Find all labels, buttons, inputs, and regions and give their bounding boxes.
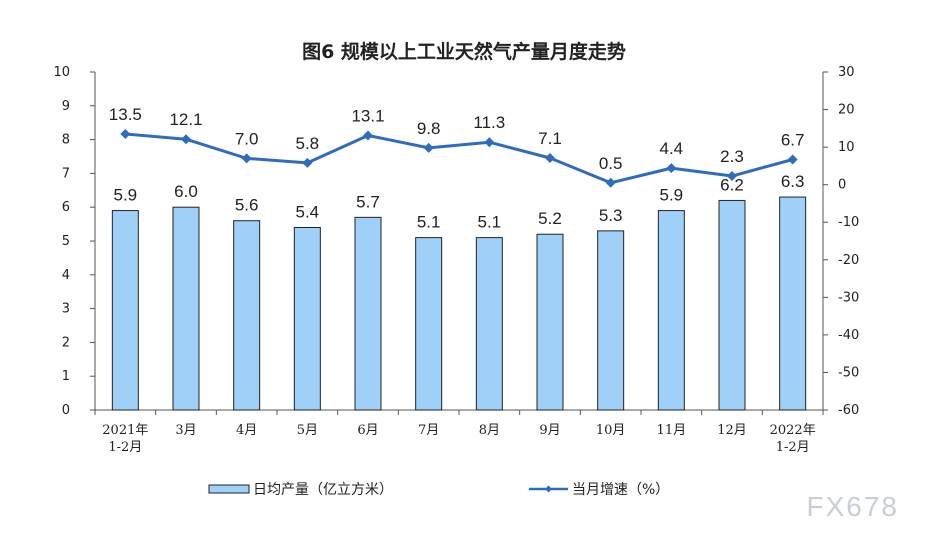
growth-line [125, 132, 794, 185]
bar-value-label: 5.7 [356, 192, 380, 211]
legend: 日均产量（亿立方米） 当月增速（%） [208, 482, 669, 498]
bar-value-label: 5.9 [660, 186, 684, 205]
legend-line-label: 当月增速（%） [572, 482, 669, 498]
y-left-tick-label: 7 [62, 166, 70, 181]
line-value-label: 13.5 [109, 105, 142, 124]
x-tick-label: 7月 [418, 423, 439, 438]
bar-series [111, 196, 807, 411]
x-tick-label: 3月 [175, 423, 196, 438]
y-left-tick-label: 9 [62, 99, 70, 114]
y-right-tick-label: 0 [838, 178, 846, 193]
line-value-label: 4.4 [660, 139, 684, 158]
line-value-label: 9.8 [417, 119, 441, 138]
watermark: FX678 [807, 491, 900, 522]
y-left-tick-label: 6 [62, 200, 70, 215]
y-left-tick-label: 2 [62, 335, 70, 350]
line-point [545, 153, 555, 164]
bar [293, 226, 321, 411]
line-point [241, 153, 252, 164]
bar [597, 230, 625, 411]
bar-value-label: 5.2 [538, 209, 562, 228]
line-point [302, 157, 313, 168]
y-left-tick-label: 1 [62, 369, 70, 384]
line-labels: 13.5 12.1 7.0 5.8 13.1 9.8 11.3 7.1 0.5 4.4 2.3 6.7 [109, 105, 805, 173]
bar-value-label: 5.9 [114, 186, 138, 205]
line-point [666, 163, 677, 174]
line-point [181, 134, 191, 145]
line-point [605, 177, 616, 188]
x-tick-label: 4月 [236, 423, 257, 438]
y-right-tick-label: -50 [838, 365, 859, 380]
line-value-label: 2.3 [720, 147, 744, 166]
bar [475, 237, 503, 411]
line-series [120, 128, 798, 188]
x-tick-label: 2021年 1-2月 [102, 423, 148, 455]
y-left-tick-label: 0 [62, 403, 70, 418]
y-right-tick-label: -30 [838, 290, 859, 305]
x-tick-label: 8月 [479, 423, 500, 438]
bar-value-label: 5.3 [599, 206, 623, 225]
legend-bar-label: 日均产量（亿立方米） [253, 482, 393, 498]
x-tick-label: 10月 [596, 423, 626, 438]
axes: 0 1 2 3 4 5 6 7 8 9 10 -60 -50 -40 -30 -20 -10 0 10 20 30 [53, 65, 859, 418]
bar-value-label: 6.2 [720, 175, 744, 194]
line-value-label: 13.1 [351, 106, 384, 125]
x-tick-label: 12月 [717, 423, 747, 438]
bar-value-label: 6.3 [781, 172, 805, 191]
y-right-tick-label: -60 [838, 403, 859, 418]
line-point [484, 137, 495, 148]
x-tick-label: 11月 [657, 423, 687, 438]
y-right-tick-label: -10 [838, 215, 859, 230]
bar [657, 210, 685, 411]
line-point [120, 128, 131, 139]
y-right-tick-label: -40 [838, 328, 859, 343]
line-point [787, 154, 798, 165]
y-left-tick-label: 4 [62, 268, 70, 283]
bar [536, 233, 564, 411]
line-point [423, 142, 434, 153]
bar [354, 216, 382, 411]
bar [718, 199, 746, 411]
bar-value-label: 5.1 [478, 213, 502, 232]
line-value-label: 11.3 [473, 113, 505, 132]
x-tick-labels: 2021年 1-2月 3月 4月 5月 6月 7月 8月 9月 10月 11月 12月 2022年 1-2… [102, 423, 815, 455]
line-value-label: 12.1 [169, 110, 202, 129]
legend-line-marker [545, 485, 552, 493]
line-value-label: 0.5 [599, 154, 623, 173]
line-point [363, 130, 373, 141]
chart-title: 图6 规模以上工业天然气产量月度走势 [302, 40, 626, 63]
y-right-tick-label: 10 [838, 140, 855, 155]
bar [233, 220, 261, 411]
line-point [727, 171, 737, 182]
bar [172, 206, 200, 411]
y-left-tick-label: 3 [62, 302, 70, 317]
line-value-label: 5.8 [296, 134, 320, 153]
x-tick-label: 6月 [357, 423, 378, 438]
bar-value-label: 5.6 [235, 196, 259, 215]
y-left-tick-label: 8 [62, 133, 70, 148]
bar [111, 210, 139, 411]
y-left-tick-label: 5 [62, 234, 70, 249]
x-tick-label: 2022年 1-2月 [770, 423, 816, 455]
legend-bar-swatch [208, 484, 250, 494]
bar [779, 196, 807, 411]
y-right-tick-label: 30 [838, 65, 855, 80]
line-value-label: 7.0 [235, 129, 259, 148]
y-right-tick-label: 20 [838, 103, 855, 118]
y-left-tick-label: 10 [53, 65, 70, 80]
bar-labels: 5.9 6.0 5.6 5.4 5.7 5.1 5.1 5.2 5.3 5.9 6.2 6.3 [114, 172, 805, 232]
bar-value-label: 5.4 [296, 202, 320, 221]
bar-value-label: 5.1 [417, 213, 441, 232]
bar [415, 237, 443, 411]
x-tick-label: 9月 [539, 423, 560, 438]
line-value-label: 6.7 [781, 131, 805, 150]
bar-value-label: 6.0 [174, 182, 198, 201]
x-tick-label: 5月 [297, 423, 318, 438]
y-right-tick-label: -20 [838, 253, 859, 268]
line-value-label: 7.1 [538, 129, 562, 148]
